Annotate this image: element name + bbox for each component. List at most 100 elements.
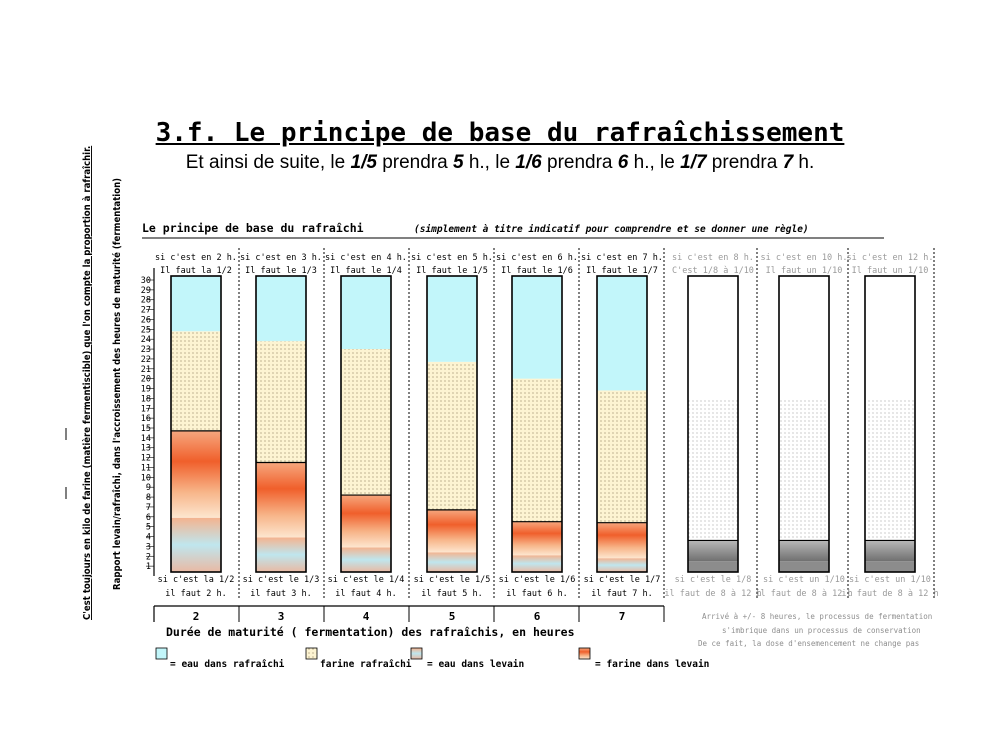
top-label-2: Il faut le 1/3 (245, 266, 317, 276)
bottom-label: si c'est le 1/7 (584, 575, 661, 585)
y-tick-label: 19 (141, 385, 151, 395)
y-tick-label: 20 (141, 375, 151, 385)
y-tick-label: 29 (141, 286, 151, 296)
top-label: si c'est en 4 h. (325, 253, 407, 263)
bar-frame (778, 275, 830, 573)
top-label-2: Il faut le 1/5 (416, 266, 488, 276)
top-label: si c'est en 10 h. (761, 253, 848, 263)
bar-frame (511, 275, 563, 573)
bar-segment-eau-dans-rafraîchi (779, 276, 829, 400)
y-tick-label: 3 (146, 542, 151, 552)
y-tick-label: 27 (141, 306, 151, 316)
y-tick-label: 17 (141, 404, 151, 414)
bar-frame (687, 275, 739, 573)
legend-label: = eau dans levain (427, 659, 524, 670)
bar-frame (340, 275, 392, 573)
top-label: si c'est en 8 h. (672, 253, 754, 263)
x-tick-label: 3 (278, 610, 285, 623)
bar-frame (426, 275, 478, 573)
legend-swatch (305, 647, 318, 660)
y-tick-label: 2 (146, 552, 151, 562)
y-tick-label: 28 (141, 296, 151, 306)
y-tick-label: 10 (141, 473, 151, 483)
x-tick-label: 6 (534, 610, 541, 623)
y-tick-label: 8 (146, 493, 151, 503)
x-axis-label: Durée de maturité ( fermentation) des ra… (166, 625, 575, 639)
note-line: Arrivé à +/- 8 heures, le processus de f… (702, 612, 932, 621)
subtitle-part: 1/5 (350, 152, 377, 173)
bottom-label: si c'est le 1/8 (675, 575, 752, 585)
y-tick-label: 23 (141, 345, 151, 355)
bar-segment-farine-dans-levain (427, 509, 477, 553)
top-label-2: C'est 1/8 à 1/10 (672, 266, 754, 276)
bar-segment-eau-dans-rafraîchi (688, 276, 738, 400)
x-tick-label: 7 (619, 610, 626, 623)
subtitle-part: 1/7 (680, 152, 707, 173)
bar-segment-farine-dans-levain (256, 462, 306, 538)
bar-frame (596, 275, 648, 573)
chart-title: Le principe de base du rafraîchi (142, 221, 364, 235)
bar-segment-farine-rafraîchi (597, 390, 647, 523)
top-label-2: Il faut la 1/2 (160, 266, 232, 276)
top-label-2: Il faut le 1/4 (330, 266, 402, 276)
bottom-label: si c'est le 1/6 (499, 575, 576, 585)
y-tick-label: 15 (141, 424, 151, 434)
bar-segment-farine-dans-levain (597, 522, 647, 559)
bar-segment-farine-rafraîchi (341, 349, 391, 496)
bar-segment-farine-rafraîchi (512, 378, 562, 522)
bar-segment-eau-dans-rafraîchi (427, 276, 477, 362)
y-tick-label: 6 (146, 513, 151, 523)
y-tick-label: 16 (141, 414, 151, 424)
note-line: s'imbrique dans un processus de conserva… (722, 626, 921, 635)
bar-segment-eau-dans-rafraîchi (865, 276, 915, 400)
bottom-label-2: il faut 6 h. (506, 589, 567, 599)
bar-segment-farine-dans-levain (171, 430, 221, 518)
subtitle-part: prendra (376, 152, 453, 173)
y-tick-label: 24 (141, 335, 151, 345)
y-tick-label: 21 (141, 365, 151, 375)
bar-segment-eau-dans-levain (865, 561, 915, 572)
y-tick-label: 9 (146, 483, 151, 493)
bar-frame (255, 275, 307, 573)
y-axis-inner-label: Rapport levain/rafraîchi, dans l'accrois… (112, 178, 123, 590)
legend-swatch (155, 647, 168, 660)
bar-segment-eau-dans-rafraîchi (597, 276, 647, 391)
bar-segment-eau-dans-levain (256, 537, 306, 572)
x-tick-label: 2 (193, 610, 200, 623)
subtitle-part: prendra (541, 152, 618, 173)
top-label: si c'est en 7 h. (581, 253, 663, 263)
bar-segment-eau-dans-levain (171, 517, 221, 572)
bar-segment-farine-dans-levain (779, 540, 829, 562)
top-label: si c'est en 3 h. (240, 253, 322, 263)
subtitle-part: 5 (452, 152, 464, 173)
bottom-label-2: il faut de 8 à 12 h (664, 589, 761, 599)
subtitle-part: 7 (782, 152, 794, 173)
subtitle-part: prendra (706, 152, 783, 173)
subtitle-part: h., le (463, 152, 516, 173)
bar-segment-eau-dans-rafraîchi (256, 276, 306, 342)
bottom-label: si c'est le 1/5 (414, 575, 491, 585)
slide-subtitle: Et ainsi de suite, le 1/5 prendra 5 h., … (0, 152, 1000, 174)
top-label-2: Il faut un 1/10 (852, 266, 929, 276)
bar-segment-eau-dans-rafraîchi (512, 276, 562, 379)
note-line: De ce fait, la dose d'ensemencement ne c… (698, 639, 919, 648)
y-tick-label: 1 (146, 562, 151, 572)
bar-segment-farine-rafraîchi (171, 331, 221, 431)
subtitle-part: 6 (617, 152, 629, 173)
bottom-label-2: il faut 4 h. (335, 589, 396, 599)
legend-label: = farine dans levain (595, 659, 709, 670)
bottom-label: si c'est un 1/10 (763, 575, 845, 585)
bottom-label-2: il faut 7 h. (591, 589, 652, 599)
bottom-label: si c'est le 1/3 (243, 575, 320, 585)
bar-segment-farine-rafraîchi (865, 399, 915, 541)
bar-frame (864, 275, 916, 573)
bar-segment-farine-rafraîchi (427, 361, 477, 510)
bottom-label-2: il faut de 8 à 12 h (841, 589, 938, 599)
legend-swatch (578, 647, 591, 660)
bar-segment-eau-dans-levain (779, 561, 829, 572)
y-tick-label: 18 (141, 394, 151, 404)
bar-frame (170, 275, 222, 573)
y-tick-label: 14 (141, 434, 151, 444)
y-tick-label: 4 (146, 533, 151, 543)
